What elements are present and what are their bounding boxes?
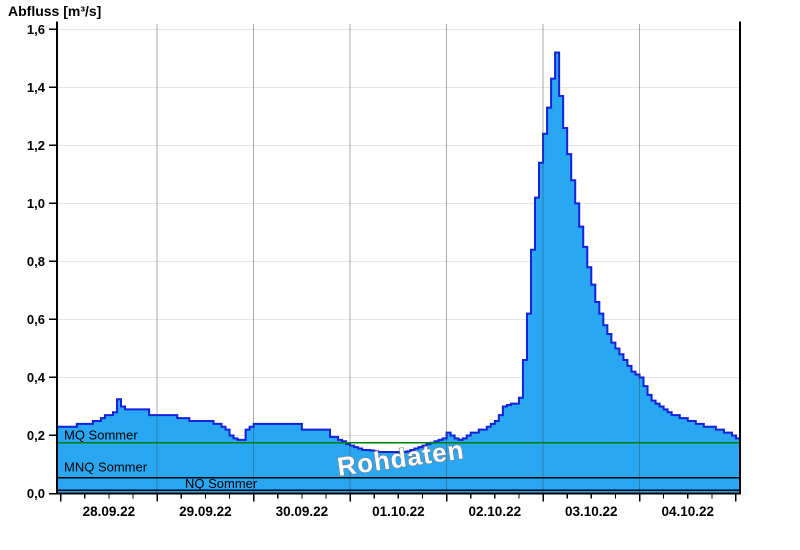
x-date-label: 04.10.22 xyxy=(661,504,714,519)
chart-title: Abfluss [m³/s] xyxy=(8,3,102,19)
y-tick-label: 0,2 xyxy=(27,428,45,443)
mnq-sommer-label: MNQ Sommer xyxy=(64,460,148,475)
y-tick-label: 1,2 xyxy=(27,138,45,153)
y-tick-label: 0,8 xyxy=(27,254,45,269)
y-tick-label: 1,4 xyxy=(27,80,46,95)
discharge-outline xyxy=(57,51,740,454)
discharge-area xyxy=(57,52,740,494)
y-tick-label: 0,0 xyxy=(27,486,45,501)
y-tick-label: 1,6 xyxy=(27,22,45,37)
x-date-label: 29.09.22 xyxy=(179,504,232,519)
x-date-label: 03.10.22 xyxy=(565,504,618,519)
nq-sommer-label: NQ Sommer xyxy=(185,476,258,491)
y-tick-label: 0,4 xyxy=(27,370,46,385)
x-date-label: 01.10.22 xyxy=(372,504,425,519)
x-date-label: 02.10.22 xyxy=(469,504,522,519)
y-tick-label: 0,6 xyxy=(27,312,45,327)
x-date-label: 30.09.22 xyxy=(276,504,329,519)
mq-sommer-label: MQ Sommer xyxy=(64,428,138,443)
x-date-label: 28.09.22 xyxy=(83,504,136,519)
y-tick-label: 1,0 xyxy=(27,196,45,211)
